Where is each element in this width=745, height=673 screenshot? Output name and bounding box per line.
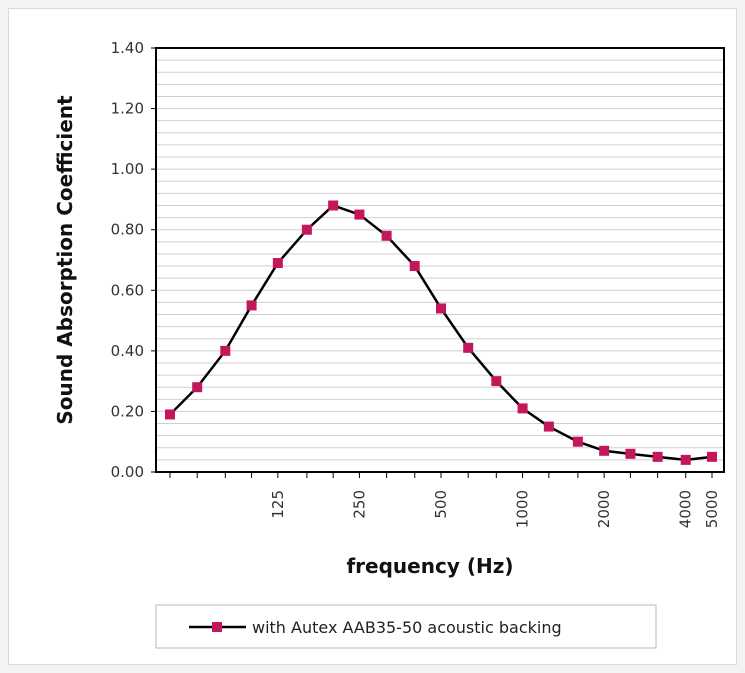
x-tick-label: 125 [269, 490, 287, 519]
x-tick-label: 1000 [514, 490, 532, 528]
data-point [625, 448, 636, 459]
data-point [246, 300, 257, 311]
y-tick-label: 1.20 [111, 100, 144, 118]
y-tick-label: 0.60 [111, 281, 144, 299]
data-point [220, 345, 231, 356]
data-point [272, 258, 283, 269]
data-point [192, 382, 203, 393]
data-point [572, 436, 583, 447]
data-point [599, 445, 610, 456]
series-layer [165, 200, 717, 465]
data-point [707, 451, 717, 462]
x-tick-label: 250 [350, 490, 368, 519]
y-tick-label: 0.40 [111, 342, 144, 360]
data-point [409, 261, 420, 272]
data-point [381, 230, 392, 241]
data-point [463, 342, 474, 353]
x-tick-label: 4000 [677, 490, 695, 528]
axis-layer: 0.00 0.20 0.40 0.60 0.80 1.00 1.20 1.40 125 250 50… [111, 39, 725, 528]
data-point [354, 209, 365, 220]
legend-marker [212, 622, 222, 632]
x-tick-label: 5000 [703, 490, 721, 528]
y-tick-label: 1.00 [111, 160, 144, 178]
data-point [491, 376, 502, 387]
legend: with Autex AAB35-50 acoustic backing [155, 604, 657, 649]
data-point [328, 200, 339, 211]
y-tick-label: 1.40 [111, 39, 144, 57]
y-axis-title: Sound Absorption Coefficient [53, 95, 77, 425]
data-point [301, 224, 312, 235]
x-tick-label: 2000 [595, 490, 613, 528]
data-point [680, 454, 691, 465]
y-tick-label: 0.20 [111, 402, 144, 420]
legend-label: with Autex AAB35-50 acoustic backing [252, 618, 562, 637]
data-point [543, 421, 554, 432]
y-tick-label: 0.00 [111, 463, 144, 481]
x-axis-title: frequency (Hz) [346, 554, 513, 578]
data-point [517, 403, 528, 414]
data-point [165, 409, 175, 420]
data-point [436, 303, 446, 314]
x-tick-label: 500 [432, 490, 450, 519]
plot-border [155, 47, 725, 473]
data-point [652, 451, 663, 462]
plot-area [156, 48, 724, 472]
y-tick-label: 0.80 [111, 221, 144, 239]
grid-layer [156, 48, 724, 472]
